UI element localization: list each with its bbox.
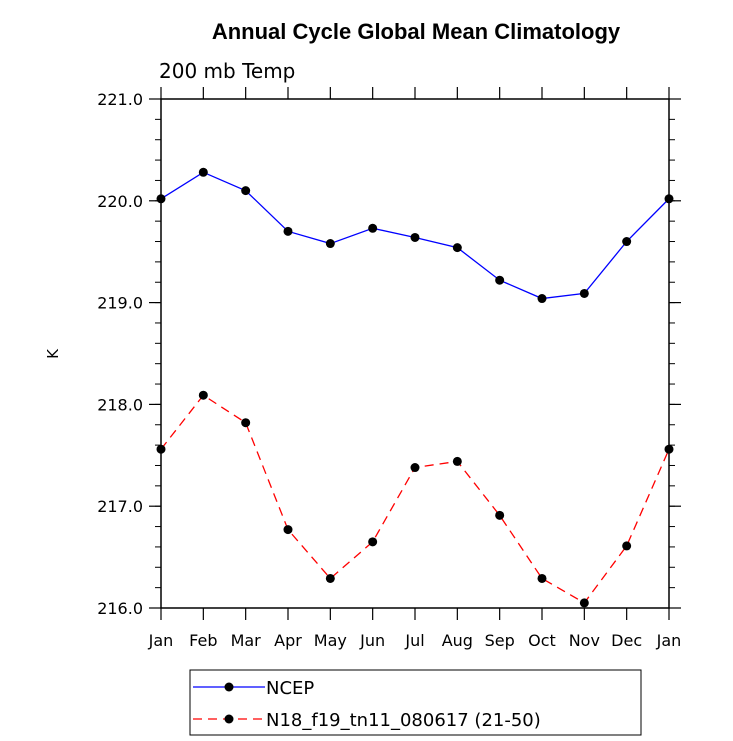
plot-frame [160, 98, 670, 609]
x-tick-label: Sep [485, 631, 515, 650]
data-point-series-1 [241, 186, 251, 196]
data-point-series-2 [537, 573, 547, 583]
legend-box [189, 669, 642, 736]
data-point-series-1 [325, 239, 335, 249]
data-point-series-1 [495, 275, 505, 285]
x-tick-label: Jun [359, 631, 385, 650]
data-point-series-2 [198, 390, 208, 400]
x-tick-label: Aug [442, 631, 473, 650]
y-tick-label: 217.0 [97, 497, 143, 516]
y-axis-label: K [44, 348, 62, 359]
x-tick-label: Oct [528, 631, 556, 650]
data-point-series-2 [283, 525, 293, 535]
y-tick-label: 216.0 [97, 599, 143, 618]
legend-marker-1 [224, 682, 234, 692]
data-point-series-1 [410, 232, 420, 242]
data-point-series-2 [410, 463, 420, 473]
data-point-series-2 [241, 418, 251, 428]
data-point-series-1 [198, 167, 208, 177]
x-tick-label: Nov [569, 631, 600, 650]
legend-label-1: NCEP [266, 678, 314, 699]
data-point-series-1 [283, 226, 293, 236]
x-tick-label: Jan [656, 631, 682, 650]
data-point-series-2 [325, 573, 335, 583]
x-tick-label: Feb [189, 631, 217, 650]
y-tick-label: 219.0 [97, 294, 143, 313]
legend-marker-2 [224, 714, 234, 724]
data-point-series-1 [664, 194, 674, 204]
x-tick-label: May [314, 631, 347, 650]
x-tick-label: Mar [231, 631, 262, 650]
data-point-series-1 [622, 237, 632, 247]
data-point-series-1 [156, 194, 166, 204]
x-tick-label: Jan [148, 631, 174, 650]
data-point-series-2 [368, 537, 378, 547]
x-tick-label: Apr [274, 631, 302, 650]
y-tick-label: 220.0 [97, 192, 143, 211]
x-tick-label: Dec [611, 631, 642, 650]
data-point-series-2 [579, 598, 589, 608]
data-point-series-2 [156, 444, 166, 454]
chart-subtitle: 200 mb Temp [159, 59, 295, 83]
data-point-series-2 [664, 444, 674, 454]
data-point-series-1 [452, 243, 462, 253]
data-point-series-1 [579, 288, 589, 298]
data-point-series-1 [537, 294, 547, 304]
series-line-2 [160, 394, 670, 604]
data-point-series-2 [622, 541, 632, 551]
chart-title: Annual Cycle Global Mean Climatology [212, 19, 621, 44]
data-point-series-1 [368, 223, 378, 233]
legend-label-2: N18_f19_tn11_080617 (21-50) [266, 710, 541, 731]
data-point-series-2 [452, 456, 462, 466]
x-tick-label: Jul [404, 631, 424, 650]
y-tick-label: 218.0 [97, 395, 143, 414]
y-tick-label: 221.0 [97, 90, 143, 109]
data-point-series-2 [495, 510, 505, 520]
